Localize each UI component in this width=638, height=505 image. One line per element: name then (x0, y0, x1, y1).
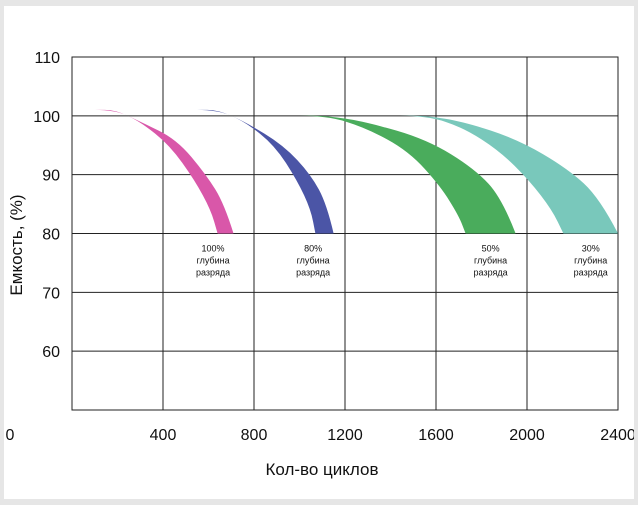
tick-labels: 0 400 800 1200 1600 2000 2400 110 100 90 80 70 60 (6, 50, 634, 444)
x-tick-label: 1200 (327, 427, 363, 444)
y-tick-label: 100 (33, 109, 60, 126)
series-band-4 (399, 115, 618, 234)
series-band-1 (94, 109, 234, 234)
series-band-3 (299, 115, 516, 234)
series-label-3: 50% глубина разряда (474, 244, 508, 278)
grid (71, 56, 619, 411)
series-label-line: разряда (474, 268, 508, 278)
series-label-line: разряда (574, 268, 608, 278)
series-label-line: глубина (474, 256, 507, 266)
chart-frame: 0 400 800 1200 1600 2000 2400 110 100 90 80 70 60 10… (4, 6, 634, 499)
y-axis-title: Емкость, (%) (7, 194, 26, 295)
series-label-line: 80% (304, 244, 322, 254)
x-tick-label: 0 (6, 427, 15, 444)
x-axis-title: Кол-во циклов (265, 460, 378, 479)
series-label-line: 50% (482, 244, 500, 254)
series-label-line: глубина (196, 256, 229, 266)
y-tick-label: 80 (42, 227, 60, 244)
y-tick-label: 110 (34, 50, 60, 67)
x-tick-label: 2400 (600, 427, 634, 444)
series-label-line: 100% (202, 244, 225, 254)
x-tick-label: 800 (241, 427, 268, 444)
x-tick-label: 400 (150, 427, 177, 444)
series-label-line: разряда (196, 268, 230, 278)
y-tick-label: 60 (42, 344, 60, 361)
cycle-life-chart: 0 400 800 1200 1600 2000 2400 110 100 90 80 70 60 10… (6, 50, 634, 479)
series-label-line: глубина (297, 256, 330, 266)
series-label-1: 100% глубина разряда (196, 244, 230, 278)
series-label-line: разряда (296, 268, 330, 278)
x-tick-label: 2000 (509, 427, 545, 444)
series-label-2: 80% глубина разряда (296, 244, 330, 278)
x-tick-label: 1600 (418, 427, 454, 444)
series-label-line: глубина (574, 256, 607, 266)
series-band-2 (197, 109, 334, 234)
series-label-line: 30% (582, 244, 600, 254)
series-label-4: 30% глубина разряда (574, 244, 608, 278)
y-tick-label: 90 (42, 168, 60, 185)
series-labels: 100% глубина разряда 80% глубина разряда 50% гл… (196, 244, 608, 278)
y-tick-label: 70 (42, 285, 60, 302)
series-bands (94, 109, 618, 234)
